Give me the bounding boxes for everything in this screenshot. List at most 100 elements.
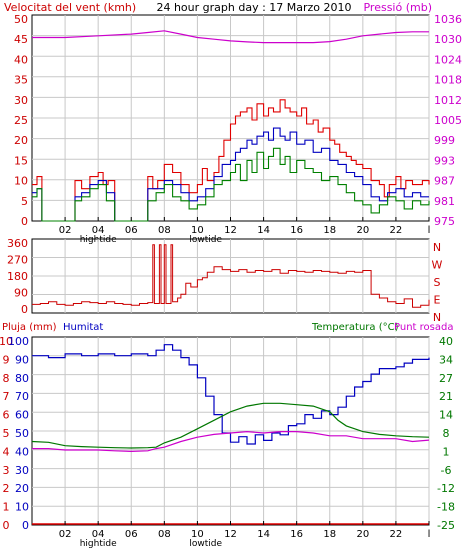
wind-x-ticklabel-8: 18 bbox=[323, 225, 336, 236]
wind-series-speed bbox=[32, 147, 430, 222]
humidity-tick-6: 60 bbox=[15, 409, 29, 422]
dir-left-tick-1: 90 bbox=[14, 287, 28, 300]
wind-right-tick-8: 1024 bbox=[434, 53, 462, 66]
th-x-ticklabel-0: 02 bbox=[59, 529, 72, 540]
humidity-axis-ticks: 0 10 20 30 40 50 60 70 80 90 100 bbox=[8, 335, 29, 532]
humidity-tick-10: 100 bbox=[8, 335, 29, 348]
temp-humidity-tide-labels: hightide lowtide bbox=[80, 539, 223, 549]
dewpoint-legend-label: Punt rosada bbox=[394, 322, 453, 333]
th-x-ticklabel-4: 10 bbox=[191, 529, 204, 540]
wind-left-tick-2: 10 bbox=[14, 175, 28, 188]
wind-right-tick-6: 1012 bbox=[434, 94, 462, 107]
humidity-tick-2: 20 bbox=[15, 482, 29, 495]
temp-tick-3: -6 bbox=[441, 464, 452, 477]
wind-right-tick-5: 1005 bbox=[434, 114, 462, 127]
wind-series-average bbox=[32, 127, 429, 222]
wind-x-ticklabel-4: 10 bbox=[191, 225, 204, 236]
direction-series-direction bbox=[32, 244, 430, 308]
direction-left-ticks: 0 90 180 270 360 bbox=[7, 237, 28, 316]
wind-left-tick-10: 50 bbox=[14, 13, 28, 26]
temp-tick-6: 14 bbox=[439, 409, 453, 422]
humidity-tick-5: 50 bbox=[15, 427, 29, 440]
wind-series-pressure bbox=[32, 30, 429, 44]
wind-speed-axis-title: Velocitat del vent (kmh) bbox=[4, 1, 136, 14]
rain-tick-2: 2 bbox=[3, 482, 10, 495]
rain-axis-ticks: 0 1 2 3 4 5 6 7 8 9 10 bbox=[0, 335, 13, 532]
rain-tick-3: 3 bbox=[3, 464, 10, 477]
rain-tick-9: 9 bbox=[3, 353, 10, 366]
dir-left-tick-2: 180 bbox=[7, 270, 28, 283]
humidity-tick-0: 0 bbox=[22, 519, 29, 532]
dir-compass-0: N bbox=[433, 241, 441, 254]
wind-left-tick-3: 15 bbox=[14, 154, 28, 167]
direction-series bbox=[32, 244, 430, 308]
th-x-ticklabel-11: l bbox=[428, 529, 431, 540]
wind-left-tick-0: 0 bbox=[21, 215, 28, 228]
dir-compass-2: S bbox=[434, 276, 441, 289]
th-x-tide-1: lowtide bbox=[189, 539, 222, 549]
th-x-ticklabel-10: 22 bbox=[390, 529, 403, 540]
rain-tick-1: 1 bbox=[3, 501, 10, 514]
rain-tick-4: 4 bbox=[3, 445, 10, 458]
wind-left-tick-4: 20 bbox=[14, 134, 28, 147]
th-x-ticklabel-3: 08 bbox=[158, 529, 171, 540]
wind-left-tick-1: 5 bbox=[21, 195, 28, 208]
th-x-ticklabel-1: 04 bbox=[92, 529, 105, 540]
humidity-axis-title: Humitat bbox=[63, 322, 103, 333]
wind-x-ticklabel-10: 22 bbox=[390, 225, 403, 236]
th-x-tide-0: hightide bbox=[80, 539, 117, 549]
humidity-tick-9: 90 bbox=[15, 353, 29, 366]
wind-right-tick-1: 981 bbox=[434, 195, 455, 208]
rain-tick-6: 6 bbox=[3, 409, 10, 422]
wind-left-tick-5: 25 bbox=[14, 114, 28, 127]
wind-right-tick-7: 1018 bbox=[434, 74, 462, 87]
wind-series-gust bbox=[32, 99, 430, 222]
dir-compass-3: E bbox=[434, 294, 441, 307]
th-x-ticklabel-8: 18 bbox=[323, 529, 336, 540]
wind-series bbox=[32, 30, 430, 222]
wind-x-ticklabel-6: 14 bbox=[257, 225, 270, 236]
wind-left-tick-7: 35 bbox=[14, 74, 28, 87]
temp-tick-9: 34 bbox=[439, 353, 453, 366]
wind-left-ticks: 0 5 10 15 20 25 30 35 40 45 50 bbox=[14, 13, 28, 228]
wind-right-tick-2: 987 bbox=[434, 175, 455, 188]
wind-x-ticklabel-11: l bbox=[428, 225, 431, 236]
th-x-ticklabel-2: 06 bbox=[125, 529, 138, 540]
rain-tick-10: 10 bbox=[0, 335, 13, 348]
dir-compass-1: W bbox=[432, 259, 443, 272]
th-series-temperature bbox=[31, 402, 430, 449]
th-x-ticklabel-6: 14 bbox=[257, 529, 270, 540]
rain-tick-7: 7 bbox=[3, 390, 10, 403]
th-x-ticklabel-9: 20 bbox=[356, 529, 369, 540]
rain-tick-5: 5 bbox=[3, 427, 10, 440]
dir-left-tick-3: 270 bbox=[7, 254, 28, 267]
dir-left-tick-4: 360 bbox=[7, 237, 28, 250]
wind-x-ticklabel-2: 06 bbox=[125, 225, 138, 236]
humidity-tick-3: 30 bbox=[15, 464, 29, 477]
wind-right-tick-9: 1030 bbox=[434, 33, 462, 46]
wind-right-tick-0: 975 bbox=[434, 215, 455, 228]
temp-tick-5: 8 bbox=[443, 427, 450, 440]
wind-right-tick-3: 993 bbox=[434, 154, 455, 167]
temperature-legend-label: Temperatura (°C) bbox=[311, 322, 399, 333]
dir-compass-4: N bbox=[433, 311, 441, 324]
wind-x-ticklabel-1: 04 bbox=[92, 225, 105, 236]
temp-tick-10: 40 bbox=[439, 335, 453, 348]
wind-panel: 0 5 10 15 20 25 30 35 40 45 50 975 981 987 993 999 1005… bbox=[14, 13, 462, 245]
pressure-axis-title: Pressió (mb) bbox=[363, 1, 432, 14]
humidity-tick-7: 70 bbox=[15, 390, 29, 403]
th-series-dewpoint bbox=[32, 430, 430, 453]
wind-left-tick-6: 30 bbox=[14, 94, 28, 107]
wind-x-ticklabel-5: 12 bbox=[224, 225, 237, 236]
wind-right-ticks: 975 981 987 993 999 1005 1012 1018 1024 1030 1036 bbox=[434, 13, 462, 228]
wind-right-tick-4: 999 bbox=[434, 134, 455, 147]
wind-x-ticklabel-9: 20 bbox=[356, 225, 369, 236]
temp-humidity-x-ticks: 02 04 06 08 10 12 14 16 18 20 22 l bbox=[59, 521, 431, 540]
rain-tick-8: 8 bbox=[3, 372, 10, 385]
temp-tick-2: -12 bbox=[437, 482, 455, 495]
humidity-tick-1: 10 bbox=[15, 501, 29, 514]
rain-tick-0: 0 bbox=[3, 519, 10, 532]
